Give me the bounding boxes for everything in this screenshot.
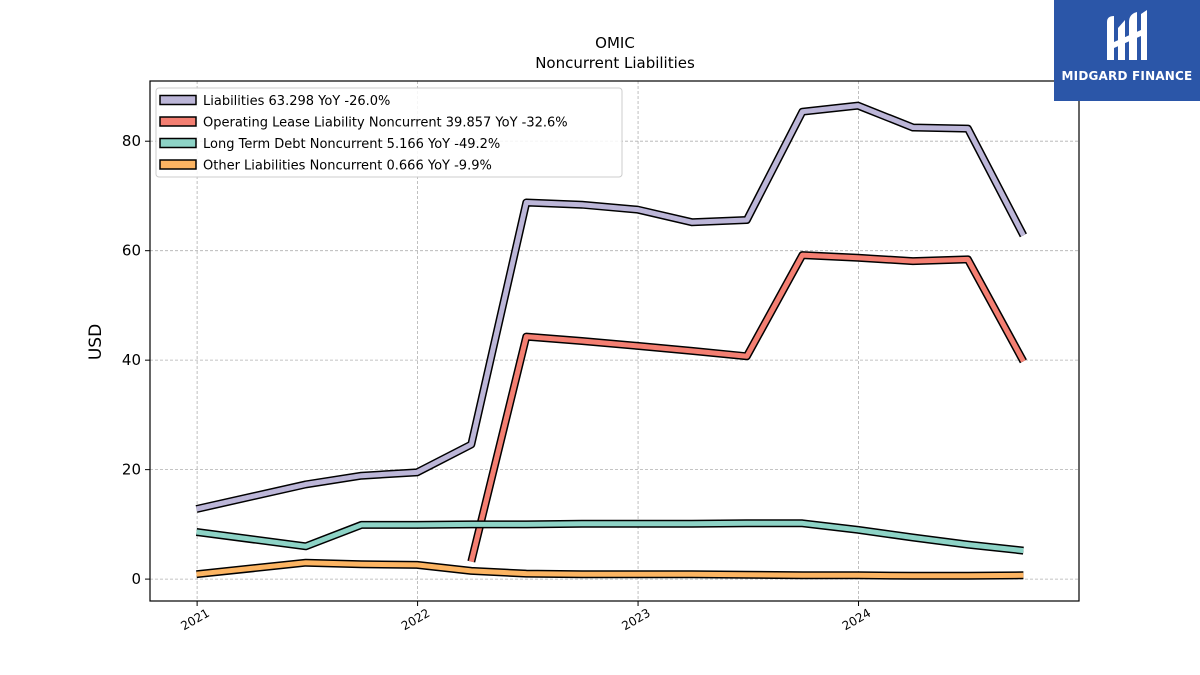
legend-label: Long Term Debt Noncurrent 5.166 YoY -49.… xyxy=(203,137,500,152)
legend-swatch xyxy=(159,159,197,170)
legend-swatch xyxy=(159,116,197,127)
y-tick-label: 60 xyxy=(122,242,141,260)
x-tick-label: 2023 xyxy=(619,606,652,633)
legend: Liabilities 63.298 YoY -26.0% Operating L… xyxy=(155,87,623,178)
x-tick-label: 2022 xyxy=(399,606,432,633)
series-line xyxy=(196,520,1024,554)
logo-text: MIDGARD FINANCE xyxy=(1061,69,1193,83)
series-line xyxy=(196,560,1024,579)
series-liabilities xyxy=(195,101,1027,513)
midgard-finance-logo: MIDGARD FINANCE xyxy=(1054,0,1200,101)
y-tick-label: 0 xyxy=(131,570,141,588)
series-long-term-debt-noncurrent xyxy=(195,519,1024,555)
legend-label: Liabilities 63.298 YoY -26.0% xyxy=(203,94,390,109)
series-line xyxy=(468,252,1026,563)
chart-title: OMIC xyxy=(595,34,635,52)
series-line xyxy=(195,103,1026,512)
series-operating-lease-liability-noncurrent xyxy=(467,251,1027,563)
ticks: 0 20 40 60 80 2021 2022 2023 2024 xyxy=(122,132,873,633)
series-other-liabilities-noncurrent xyxy=(196,558,1024,580)
y-axis-label: USD xyxy=(86,324,106,360)
x-tick-label: 2021 xyxy=(178,606,211,633)
chart-subtitle: Noncurrent Liabilities xyxy=(535,54,695,72)
midgard-logo-icon xyxy=(1104,8,1150,70)
y-tick-label: 40 xyxy=(122,351,141,369)
legend-box xyxy=(155,87,623,178)
x-tick-label: 2024 xyxy=(840,606,873,633)
legend-label: Operating Lease Liability Noncurrent 39.… xyxy=(203,116,568,131)
y-tick-label: 80 xyxy=(122,132,141,150)
series-line-outline xyxy=(467,251,1027,563)
y-tick-label: 20 xyxy=(122,461,141,479)
legend-swatch xyxy=(159,137,197,149)
series-layer xyxy=(195,101,1027,580)
legend-label: Other Liabilities Noncurrent 0.666 YoY -… xyxy=(203,159,492,174)
legend-swatch xyxy=(159,94,197,106)
plot-frame xyxy=(149,80,1080,602)
